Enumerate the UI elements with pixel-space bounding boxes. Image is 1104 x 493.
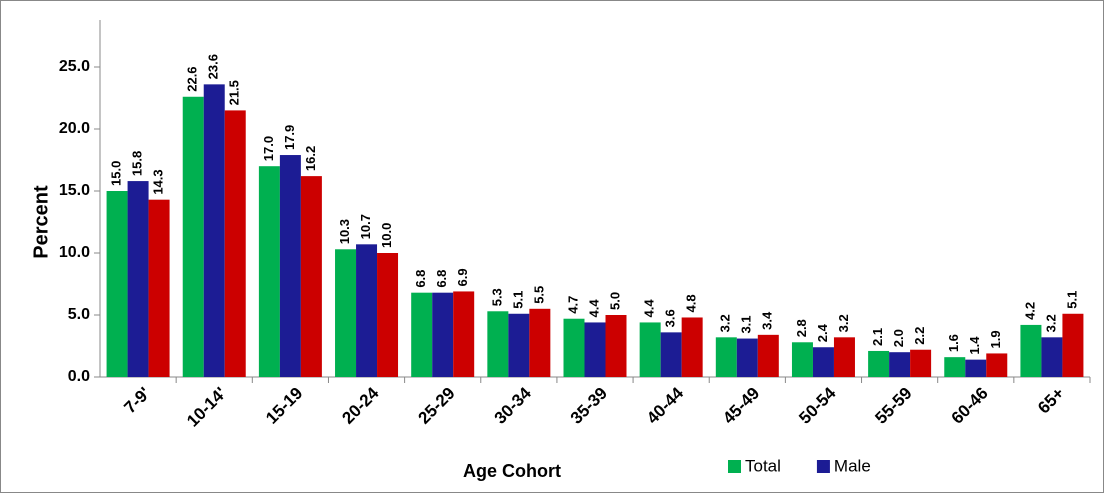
data-label: 21.5 bbox=[227, 80, 242, 105]
data-label: 15.0 bbox=[109, 161, 124, 186]
bar bbox=[411, 292, 433, 377]
data-label: 22.6 bbox=[185, 66, 200, 91]
legend-label: Male bbox=[834, 456, 871, 475]
data-label: 10.7 bbox=[358, 214, 373, 239]
data-label: 17.9 bbox=[282, 125, 297, 150]
data-label: 15.8 bbox=[130, 151, 145, 176]
bar bbox=[1041, 337, 1063, 377]
bar bbox=[584, 322, 606, 377]
data-label: 10.0 bbox=[379, 223, 394, 248]
data-label: 17.0 bbox=[261, 136, 276, 161]
bar bbox=[868, 350, 890, 377]
bar bbox=[453, 291, 475, 377]
data-label: 23.6 bbox=[206, 54, 221, 79]
bar bbox=[965, 359, 987, 377]
data-label: 3.6 bbox=[663, 309, 678, 327]
data-label: 2.8 bbox=[794, 319, 809, 337]
data-label: 2.0 bbox=[891, 329, 906, 347]
data-label: 4.7 bbox=[565, 296, 580, 314]
y-axis-title: Percent bbox=[30, 185, 52, 259]
data-label: 6.8 bbox=[434, 270, 449, 288]
bar bbox=[258, 166, 280, 377]
bar bbox=[148, 199, 170, 377]
data-label: 3.2 bbox=[1043, 314, 1058, 332]
legend-label: Total bbox=[745, 456, 781, 475]
data-label: 1.9 bbox=[988, 330, 1003, 348]
y-tick-label: 10.0 bbox=[59, 244, 90, 261]
bar bbox=[605, 315, 627, 377]
bar bbox=[356, 244, 378, 377]
bar bbox=[639, 322, 661, 377]
bar bbox=[660, 332, 682, 377]
data-label: 2.2 bbox=[912, 327, 927, 345]
bar bbox=[377, 253, 399, 377]
data-label: 3.1 bbox=[739, 315, 754, 333]
data-label: 5.5 bbox=[531, 286, 546, 304]
bar bbox=[1062, 313, 1084, 377]
legend-swatch bbox=[816, 460, 830, 473]
data-label: 5.1 bbox=[510, 291, 525, 309]
bar bbox=[736, 338, 758, 377]
data-label: 1.4 bbox=[967, 336, 982, 355]
data-label: 3.4 bbox=[760, 311, 775, 330]
data-label: 4.8 bbox=[684, 294, 699, 312]
data-label: 6.9 bbox=[455, 268, 470, 286]
bar bbox=[986, 353, 1008, 377]
bar bbox=[335, 249, 357, 377]
data-label: 1.6 bbox=[946, 334, 961, 352]
bar bbox=[791, 342, 813, 377]
data-label: 3.2 bbox=[836, 314, 851, 332]
bar bbox=[279, 155, 301, 377]
bar bbox=[833, 337, 855, 377]
data-label: 2.4 bbox=[815, 323, 830, 342]
data-label: 6.8 bbox=[413, 270, 428, 288]
bar bbox=[127, 181, 149, 377]
data-label: 4.4 bbox=[586, 299, 601, 318]
data-label: 3.2 bbox=[718, 314, 733, 332]
bar bbox=[106, 191, 128, 377]
bar bbox=[681, 317, 703, 377]
y-tick-label: 0.0 bbox=[68, 368, 90, 385]
data-label: 16.2 bbox=[303, 146, 318, 171]
data-label: 4.2 bbox=[1022, 302, 1037, 320]
data-label: 5.3 bbox=[489, 288, 504, 306]
bar bbox=[812, 347, 834, 377]
y-tick-label: 25.0 bbox=[59, 58, 90, 75]
data-label: 10.3 bbox=[337, 219, 352, 244]
y-tick-label: 15.0 bbox=[59, 182, 90, 199]
x-axis-title: Age Cohort bbox=[463, 461, 561, 481]
bar bbox=[508, 313, 530, 377]
bar bbox=[529, 308, 551, 377]
bar bbox=[563, 318, 585, 377]
bar bbox=[757, 334, 779, 377]
data-label: 5.1 bbox=[1064, 291, 1079, 309]
bar bbox=[1020, 324, 1042, 377]
data-label: 5.0 bbox=[607, 292, 622, 310]
bar bbox=[203, 84, 225, 378]
bar bbox=[300, 176, 322, 377]
data-label: 2.1 bbox=[870, 328, 885, 346]
y-tick-label: 5.0 bbox=[68, 306, 90, 323]
y-tick-label: 20.0 bbox=[59, 120, 90, 137]
bar bbox=[487, 311, 509, 377]
bar bbox=[889, 352, 911, 377]
legend-swatch bbox=[728, 460, 741, 473]
bar bbox=[432, 292, 454, 377]
bar bbox=[224, 110, 246, 378]
bar bbox=[910, 349, 932, 377]
bar bbox=[715, 337, 737, 377]
data-label: 4.4 bbox=[642, 299, 657, 318]
bar bbox=[182, 96, 204, 377]
bar bbox=[944, 357, 966, 377]
data-label: 14.3 bbox=[151, 169, 166, 194]
